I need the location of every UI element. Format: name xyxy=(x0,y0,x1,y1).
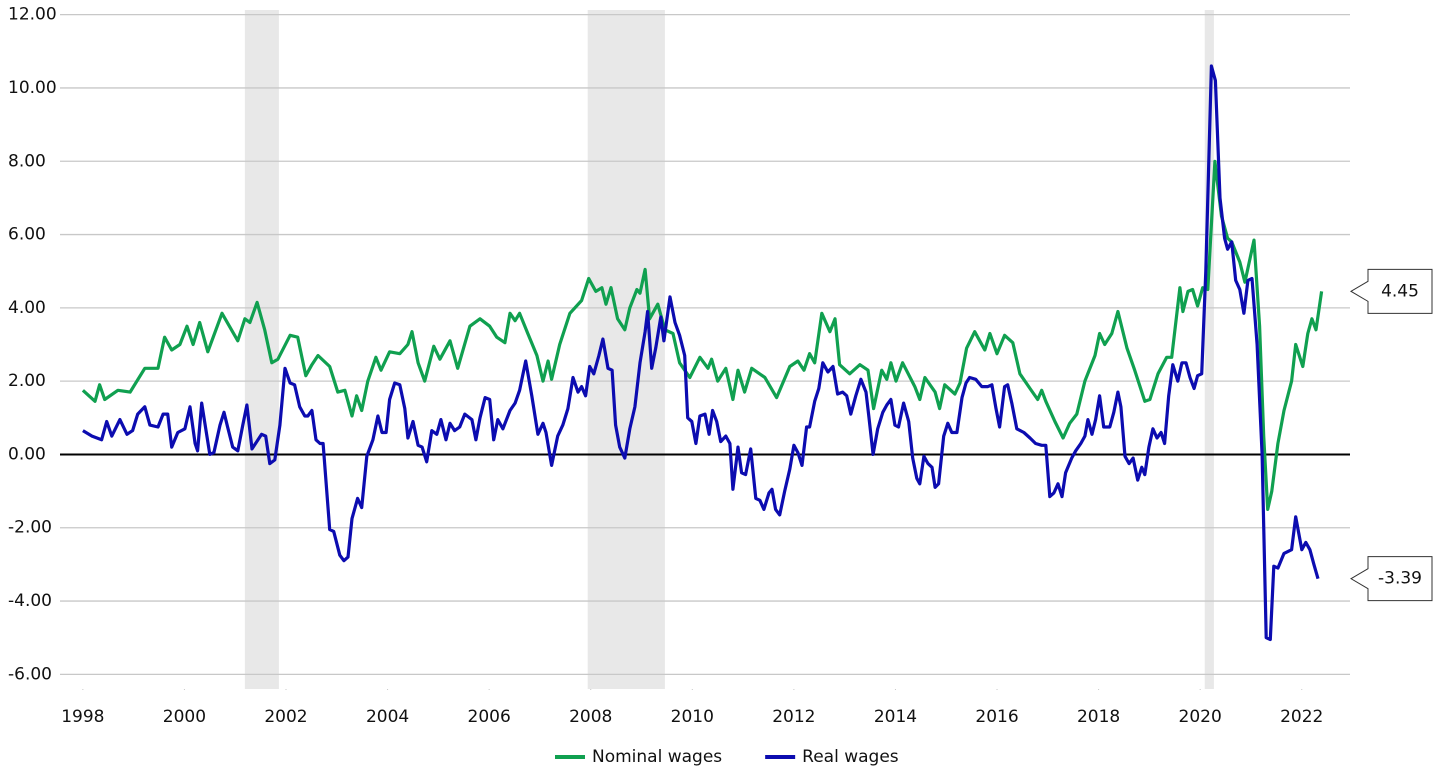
callout-label: 4.45 xyxy=(1381,281,1419,301)
legend-label: Real wages xyxy=(802,747,899,767)
x-tick-label: 2006 xyxy=(468,707,511,727)
recession-shade xyxy=(1204,10,1214,689)
x-tick-label: 2012 xyxy=(772,707,815,727)
recession-shade xyxy=(244,10,279,689)
y-tick-label: 2.00 xyxy=(8,371,46,391)
x-tick-label: 2002 xyxy=(264,707,307,727)
y-tick-label: 8.00 xyxy=(8,151,46,171)
x-tick-label: 2010 xyxy=(671,707,714,727)
callout-box xyxy=(1350,556,1433,602)
y-tick-label: 12.00 xyxy=(8,5,57,25)
callout-label: -3.39 xyxy=(1378,569,1422,589)
x-tick-label: 1998 xyxy=(61,707,104,727)
y-tick-label: 10.00 xyxy=(8,78,57,98)
y-tick-label: -4.00 xyxy=(8,591,52,611)
y-tick-label: 0.00 xyxy=(8,444,46,464)
series-line xyxy=(82,64,1320,642)
legend-label: Nominal wages xyxy=(592,747,722,767)
y-tick-label: -2.00 xyxy=(8,518,52,538)
x-tick-label: 2020 xyxy=(1179,707,1222,727)
series-line xyxy=(81,159,1324,511)
x-tick-label: 2004 xyxy=(366,707,409,727)
x-tick-label: 2016 xyxy=(975,707,1018,727)
x-tick-label: 2022 xyxy=(1280,707,1323,727)
y-tick-label: -6.00 xyxy=(8,664,52,684)
y-tick-label: 4.00 xyxy=(8,298,46,318)
x-tick-label: 2014 xyxy=(874,707,917,727)
x-tick-label: 2018 xyxy=(1077,707,1120,727)
y-tick-label: 6.00 xyxy=(8,225,46,245)
x-tick-label: 2008 xyxy=(569,707,612,727)
callout-box xyxy=(1350,268,1433,314)
x-tick-label: 2000 xyxy=(163,707,206,727)
